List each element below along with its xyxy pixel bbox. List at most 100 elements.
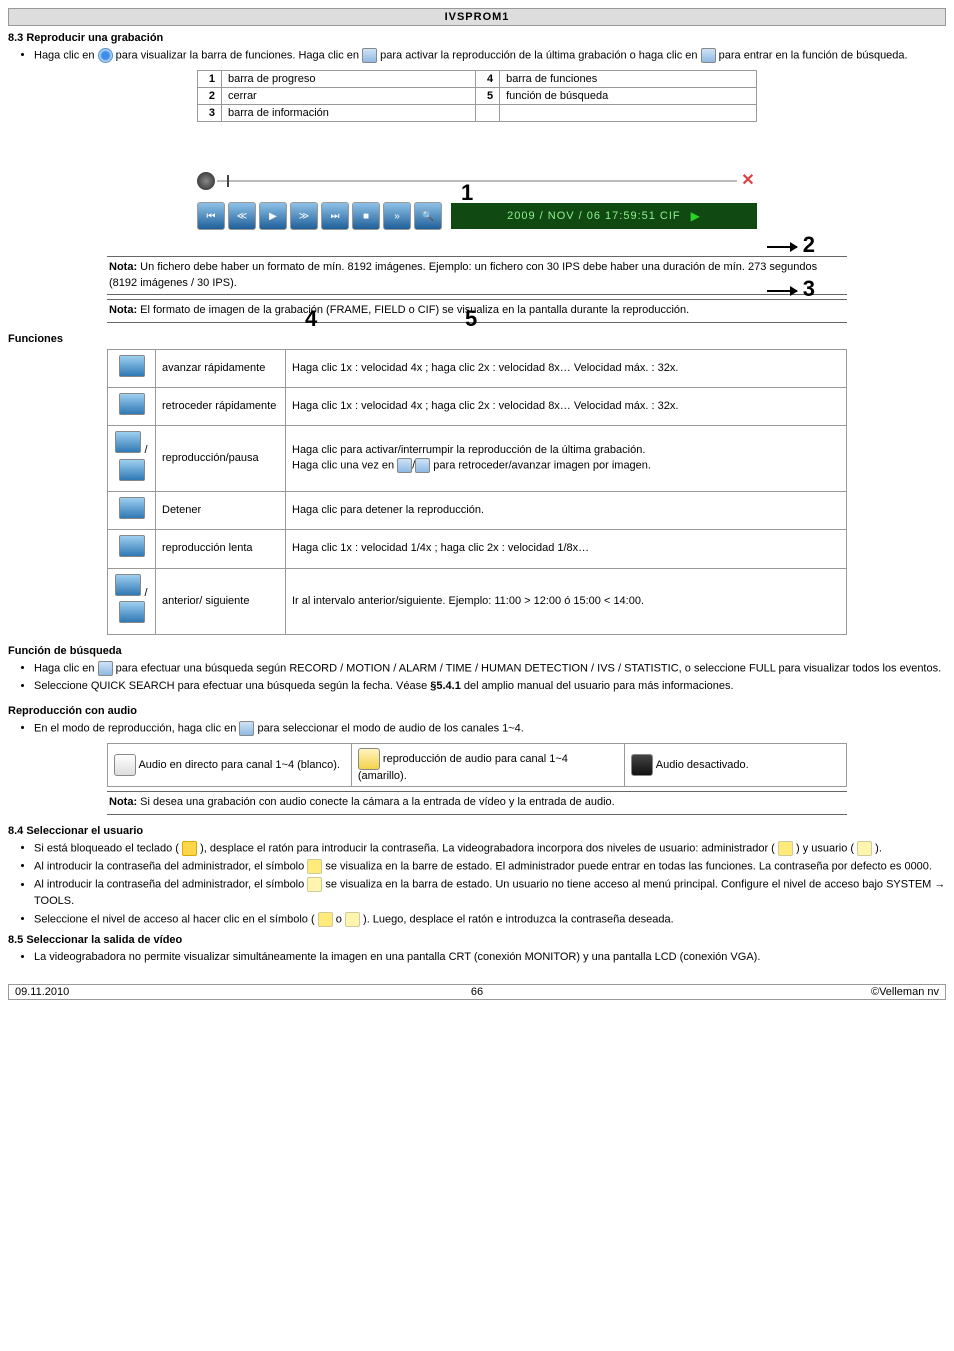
text: del amplio manual del usuario para más i… (464, 680, 734, 692)
audio-cell-text: reproducción de audio para canal 1~4 (am… (358, 753, 568, 782)
desc-line: Haga clic una vez en (292, 460, 397, 472)
note-text: El formato de imagen de la grabación (FR… (140, 304, 689, 316)
search-bullet-1: Haga clic en para efectuar una búsqueda … (34, 661, 946, 677)
info-bar: 2009 / NOV / 06 17:59:51 CIF ▶ (451, 203, 757, 229)
audio-cell: Audio en directo para canal 1~4 (blanco)… (108, 744, 352, 787)
table-row: retroceder rápidamente Haga clic 1x : ve… (108, 387, 847, 425)
cell-label: anterior/ siguiente (156, 568, 286, 634)
footer-date: 09.11.2010 (15, 986, 323, 998)
legend-cell: 4 (476, 71, 500, 88)
legend-row: 2 cerrar 5 función de búsqueda (198, 88, 757, 105)
slow-icon: » (383, 202, 411, 230)
next-icon (119, 601, 145, 623)
power-icon (98, 48, 113, 63)
rewind-icon: ≪ (228, 202, 256, 230)
audio-playback-icon (358, 748, 380, 770)
search-ctrl-icon: 🔍 (414, 202, 442, 230)
text: Si está bloqueado el teclado ( (34, 842, 179, 854)
admin-key-icon (778, 841, 793, 856)
marker-2: 2 (767, 232, 815, 258)
step-fwd-icon (415, 458, 430, 473)
fast-forward-icon (119, 355, 145, 377)
play-icon (362, 48, 377, 63)
text: ) y usuario ( (796, 842, 854, 854)
legend-cell: barra de progreso (222, 71, 476, 88)
intro-text-2: para visualizar la barra de funciones. H… (116, 49, 362, 61)
info-bar-text: 2009 / NOV / 06 17:59:51 CIF (507, 210, 681, 222)
text: ). (875, 842, 882, 854)
heading-audio: Reproducción con audio (8, 705, 946, 717)
text: Seleccione QUICK SEARCH para efectuar un… (34, 680, 430, 692)
play-icon: ▶ (259, 202, 287, 230)
cell-desc: Haga clic 1x : velocidad 4x ; haga clic … (286, 349, 847, 387)
play-icon (115, 431, 141, 453)
pause-icon (119, 459, 145, 481)
video-out-bullet: La videograbadora no permite visualizar … (34, 950, 946, 966)
document-header: IVSPROM1 (8, 8, 946, 26)
user-key-icon (345, 912, 360, 927)
page-footer: 09.11.2010 66 ©Velleman nv (8, 984, 946, 1000)
legend-cell (476, 105, 500, 122)
timeline-knob-icon (197, 172, 215, 190)
stop-icon: ■ (352, 202, 380, 230)
info-bar-arrow-icon: ▶ (691, 209, 701, 223)
cell-icon: / (108, 426, 156, 492)
controls-bar: ⏮ ≪ ▶ ≫ ⏭ ■ » 🔍 2009 / NOV / 06 17:59:51… (197, 202, 757, 230)
close-icon: ✕ (739, 172, 757, 190)
user-key-icon (307, 877, 322, 892)
user-key-icon (857, 841, 872, 856)
timeline: ✕ (197, 172, 757, 190)
note-label: Nota: (109, 796, 137, 808)
search-icon (98, 661, 113, 676)
text: Al introducir la contraseña del administ… (34, 860, 307, 872)
note-label: Nota: (109, 304, 137, 316)
marker-5: 5 (465, 306, 477, 332)
table-row: / reproducción/pausa Haga clic para acti… (108, 426, 847, 492)
text: Seleccione el nivel de acceso al hacer c… (34, 913, 315, 925)
heading-8-5: 8.5 Seleccionar la salida de vídeo (8, 934, 946, 946)
marker-2-num: 2 (803, 232, 815, 257)
table-row: avanzar rápidamente Haga clic 1x : veloc… (108, 349, 847, 387)
table-row: Detener Haga clic para detener la reprod… (108, 492, 847, 530)
intro-text-4: para entrar en la función de búsqueda. (719, 49, 908, 61)
user-bullet-2: Al introducir la contraseña del administ… (34, 859, 946, 875)
text: o (336, 913, 345, 925)
admin-key-icon (307, 859, 322, 874)
admin-key-icon (318, 912, 333, 927)
cell-label: reproducción/pausa (156, 426, 286, 492)
text: Haga clic en (34, 662, 98, 674)
marker-1: 1 (461, 180, 473, 206)
intro-text-3: para activar la reproducción de la últim… (380, 49, 700, 61)
table-row: / anterior/ siguiente Ir al intervalo an… (108, 568, 847, 634)
audio-note: Nota: Si desea una grabación con audio c… (107, 791, 847, 814)
speaker-icon (239, 721, 254, 736)
footer-copyright: ©Velleman nv (631, 986, 939, 998)
last-icon: ⏭ (321, 202, 349, 230)
intro-text-1: Haga clic en (34, 49, 98, 61)
text: En el modo de reproducción, haga clic en (34, 722, 239, 734)
legend-row: 1 barra de progreso 4 barra de funciones (198, 71, 757, 88)
user-bullet-3: Al introducir la contraseña del administ… (34, 877, 946, 909)
legend-cell: 1 (198, 71, 222, 88)
lock-icon (182, 841, 197, 856)
legend-cell: 5 (476, 88, 500, 105)
user-bullet-4: Seleccione el nivel de acceso al hacer c… (34, 912, 946, 928)
heading-8-3: 8.3 Reproducir una grabación (8, 32, 946, 44)
footer-page: 66 (323, 986, 631, 998)
stop-icon (119, 497, 145, 519)
note-text: Si desea una grabación con audio conecte… (140, 796, 615, 808)
note-1: Nota: Un fichero debe haber un formato d… (107, 256, 847, 295)
marker-3: 3 (767, 276, 815, 302)
legend-table: 1 barra de progreso 4 barra de funciones… (197, 70, 757, 122)
legend-cell: barra de información (222, 105, 476, 122)
search-bullet-2: Seleccione QUICK SEARCH para efectuar un… (34, 679, 946, 695)
cell-label: avanzar rápidamente (156, 349, 286, 387)
search-icon (701, 48, 716, 63)
text: se visualiza en la barre de estado. El a… (325, 860, 932, 872)
legend-cell: 3 (198, 105, 222, 122)
audio-cell-text: Audio desactivado. (656, 759, 749, 771)
cell-desc: Haga clic 1x : velocidad 4x ; haga clic … (286, 387, 847, 425)
text: para efectuar una búsqueda según RECORD … (116, 662, 942, 674)
text: ). Luego, desplace el ratón e introduzca… (363, 913, 674, 925)
cell-icon (108, 530, 156, 568)
